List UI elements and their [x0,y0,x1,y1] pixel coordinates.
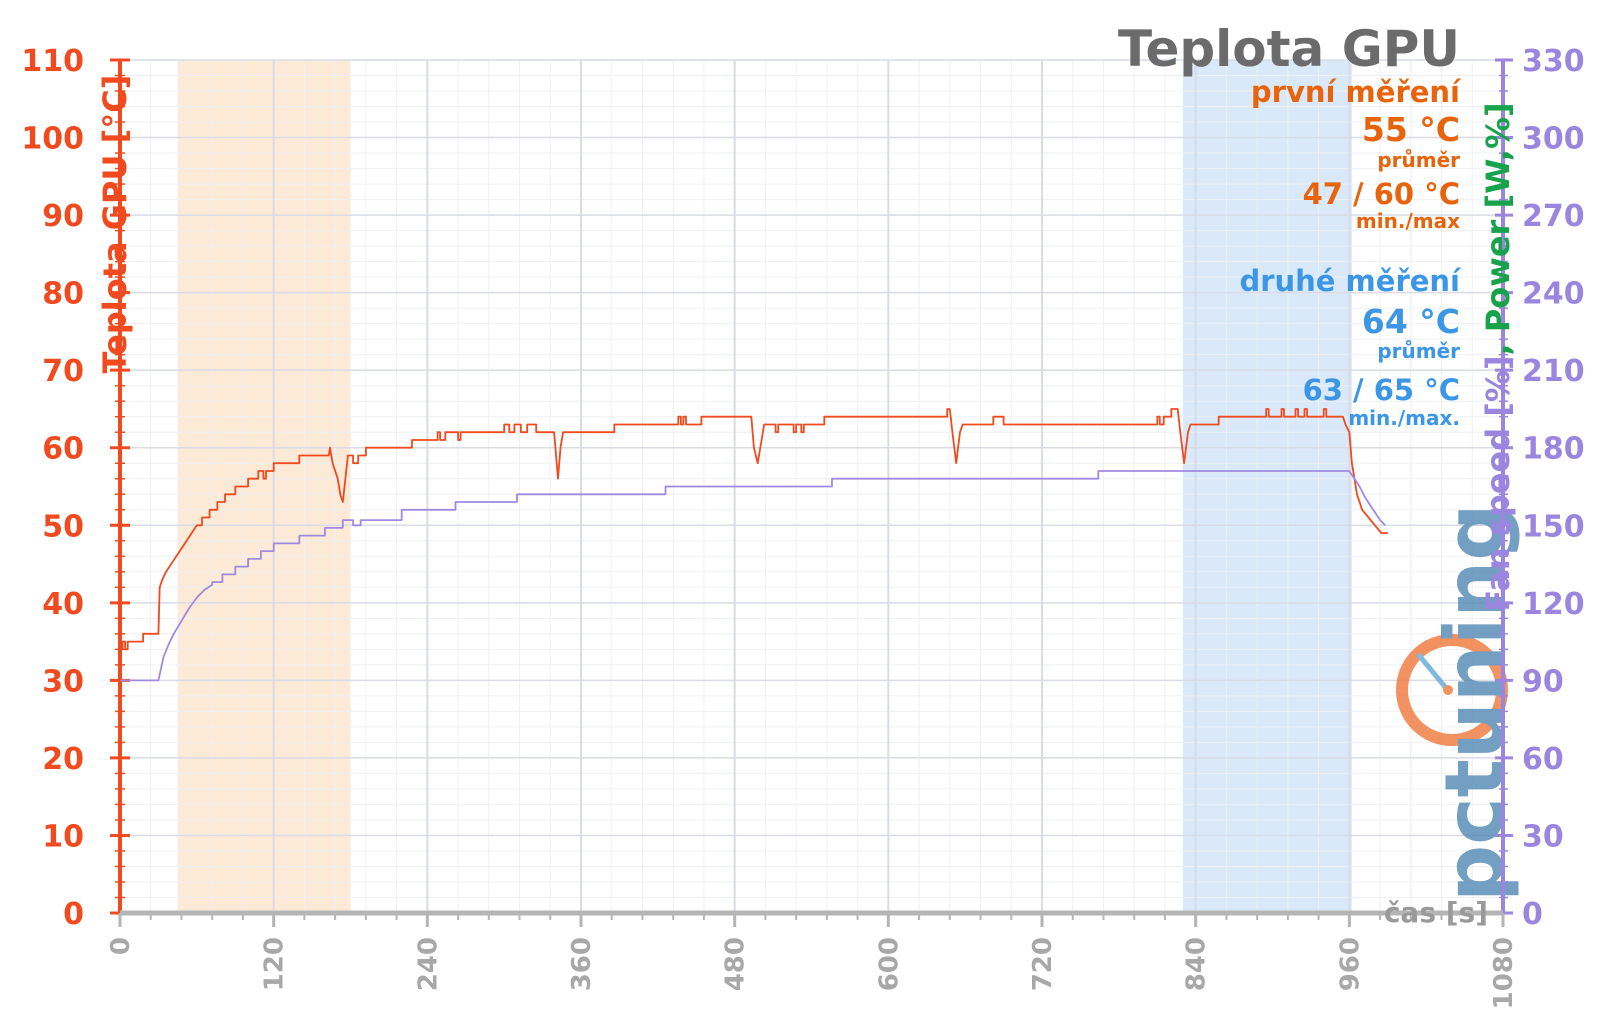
y-tick-label-right: 0 [1522,897,1543,932]
legend-second-minmax: 63 / 65 °C [1303,373,1460,407]
y-tick-label-left: 70 [42,354,84,389]
y-tick-label-right: 240 [1522,277,1585,312]
chart-title: Teplota GPU [1118,20,1460,78]
y-tick-label-right: 90 [1522,664,1564,699]
legend-first-minmax: 47 / 60 °C [1303,177,1460,211]
series [120,408,1388,682]
legend-first-avg-label: průměr [1377,148,1460,172]
y-tick-label-right: 150 [1522,509,1585,544]
legend-second-avg-label: průměr [1377,339,1460,363]
legend-first-minmax-label: min./max [1356,209,1460,233]
band-2 [1182,60,1352,913]
y-tick-label-left: 0 [63,897,84,932]
watermark-gauge-hub [1443,685,1453,695]
legend-second-label: druhé měření [1239,264,1462,298]
y-axis-label-right-sep: , [1479,332,1517,355]
y-tick-label-right: 60 [1522,742,1564,777]
y-tick-label-left: 50 [42,509,84,544]
x-tick-label: 1080 [1489,937,1519,1008]
legend-second-avg: 64 °C [1362,302,1460,341]
y-tick-label-right: 210 [1522,354,1585,389]
x-axis-label: čas [s] [1384,896,1488,929]
x-tick-label: 120 [260,937,290,991]
y-tick-label-right: 180 [1522,432,1585,467]
watermark-gauge-notch [1416,652,1448,690]
fan-speed-line [120,470,1386,682]
y-axis-label-right-fan: Fan speed [%] [1479,355,1517,611]
y-tick-label-right: 300 [1522,122,1585,157]
chart-labels: Teplota GPU první měření 55 °C průměr 47… [96,20,1517,929]
y-axis-label-left: Teplota GPU [°C] [96,75,134,374]
x-tick-label: 840 [1182,937,1212,991]
measurement-bands [177,60,1352,913]
x-tick-label: 240 [413,937,443,991]
y-tick-label-left: 110 [21,44,84,79]
y-tick-label-left: 10 [42,819,84,854]
y-tick-label-left: 30 [42,664,84,699]
y-tick-label-right: 270 [1522,199,1585,234]
x-tick-label: 480 [721,937,751,991]
y-tick-label-right: 30 [1522,819,1564,854]
y-tick-label-left: 80 [42,277,84,312]
x-tick-label: 360 [567,937,597,991]
x-tick-label: 600 [874,937,904,991]
axes: 0 10 20 30 40 50 60 70 80 90 100 110 0 30 60 90 120 150 18… [21,44,1585,1009]
y-tick-label-left: 60 [42,432,84,467]
grid [119,59,1504,914]
y-axis-label-right-power: Power [W,%] [1479,102,1517,332]
y-tick-label-left: 20 [42,742,84,777]
legend-second-minmax-label: min./max. [1348,406,1460,430]
gpu-temperature-line [120,408,1388,651]
y-axis-label-right: Fan speed [%], Power [W,%] [1479,102,1517,611]
y-tick-label-right: 120 [1522,587,1585,622]
legend-first-label: první měření [1251,75,1462,109]
x-tick-label: 0 [106,937,136,955]
y-tick-label-right: 330 [1522,44,1585,79]
y-tick-label-left: 100 [21,122,84,157]
y-tick-label-left: 90 [42,199,84,234]
x-tick-label: 720 [1028,937,1058,991]
y-tick-label-left: 40 [42,587,84,622]
band-1 [177,60,351,913]
x-tick-label: 960 [1335,937,1365,991]
legend-first-avg: 55 °C [1362,110,1460,149]
